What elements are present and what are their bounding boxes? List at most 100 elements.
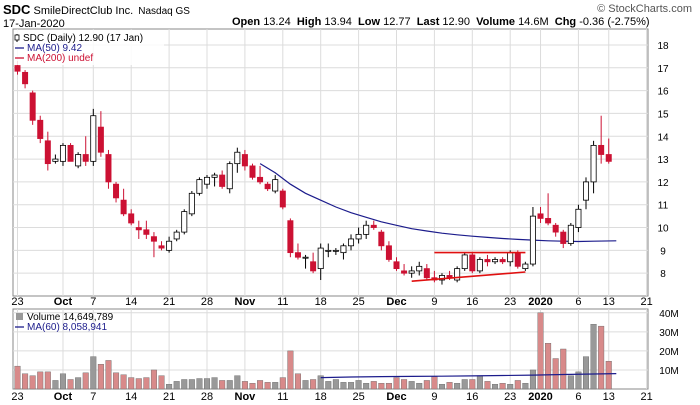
volume-bar [302,380,309,390]
candle-body [173,231,180,240]
volume-bar [567,375,574,390]
candle-body [234,151,241,165]
x-tick-label-top: 13 [603,296,615,308]
candle [310,252,317,274]
candle-body [583,181,590,201]
candle-body [188,192,195,215]
volume-bar [67,379,74,390]
volume-bar [431,376,438,390]
volume-bar [173,381,180,390]
x-tick-label-top: Dec [386,296,406,308]
x-tick-label-bottom: 13 [603,391,615,403]
candle-body [499,259,506,263]
volume-bar [461,379,468,390]
volume-bar [378,383,385,390]
x-tick-label-bottom: 21 [641,391,653,403]
candle-body [44,140,51,165]
volume-bar [514,380,521,390]
legend-ma60-label: MA(60) 8,058,941 [27,322,107,333]
candle-body [211,174,218,178]
volume-bar [264,382,271,390]
volume-bar [59,373,66,390]
volume-bar [476,375,483,390]
candle-body [537,213,544,219]
x-tick-label-bottom: 9 [431,391,437,403]
candle-body [37,119,44,139]
volume-bar [52,380,59,390]
candle-body [128,213,135,224]
volume-bar [44,371,51,390]
x-tick-label-bottom: Oct [54,391,73,403]
candle-body [226,163,233,190]
candle-body [241,154,248,167]
ticker-symbol: SDC [3,2,31,17]
x-tick-label-top: 23 [11,296,23,308]
x-tick-label-bottom: 23 [504,391,516,403]
candle [461,252,468,271]
volume-bar [75,377,82,390]
volume-bar [560,348,567,390]
candle [583,177,590,210]
candle-body [385,245,392,260]
volume-legend: Volume 14,649,789 MA(60) 8,058,941 [15,312,114,333]
volume-bar [257,380,264,390]
candle-body [29,92,36,121]
candle-body [105,154,112,183]
moving-averages [259,163,617,243]
legend-ma50-label: MA(50) 9.42 [27,43,82,54]
candle-body [302,256,309,259]
volume-bar [583,356,590,390]
candle [196,177,203,196]
price-panel [12,28,649,297]
candle [537,207,544,223]
candle [332,248,339,255]
candle-body [257,176,264,183]
x-tick-label-bottom: 28 [201,391,213,403]
volume-bar [143,377,150,390]
candle [173,229,180,242]
high-label: High [296,16,322,28]
candle-body [469,254,476,272]
candle [29,90,36,125]
candle-body [560,231,567,244]
low-label: Low [358,16,381,28]
volume-bar [469,379,476,390]
volume-bar [340,382,347,390]
volume-bar [196,378,203,390]
candle-body [325,249,332,252]
ticker-line: SDC SmileDirectClub Inc. Nasdaq GS [3,2,190,17]
x-tick-label-bottom: 16 [466,391,478,403]
x-tick-label-top: 16 [466,296,478,308]
volume-bar [438,384,445,390]
candle-body [310,261,317,272]
x-tick-label-bottom: 7 [90,391,96,403]
candle-body [97,126,104,153]
volume-bar [332,379,339,390]
volume-bar [423,380,430,390]
candle [416,261,423,276]
volume-bar [113,372,120,390]
candle [423,264,430,281]
candle [325,243,332,258]
candle-body [370,224,377,228]
candle [234,147,241,173]
chg-value: -0.36 (-2.75%) [579,16,650,28]
candle [545,193,552,226]
volume-bar [552,358,559,390]
candle-body [287,220,294,254]
price-tick-label: 15 [657,109,669,120]
volume-bar [241,381,248,390]
legend-volume-swatch [16,313,23,320]
price-tick-label: 9 [660,246,666,257]
volume-bar [408,381,415,390]
quote-bar: Open 13.24 High 13.94 Low 12.77 Last 12.… [232,16,650,28]
candle-body [461,254,468,270]
candle-body [249,165,256,178]
volume-bar [181,379,188,390]
candle [348,234,355,251]
candle-body [75,154,82,167]
candle [22,70,29,89]
candle [90,108,97,166]
candle [241,149,248,171]
company-name: SmileDirectClub Inc. [33,5,134,17]
